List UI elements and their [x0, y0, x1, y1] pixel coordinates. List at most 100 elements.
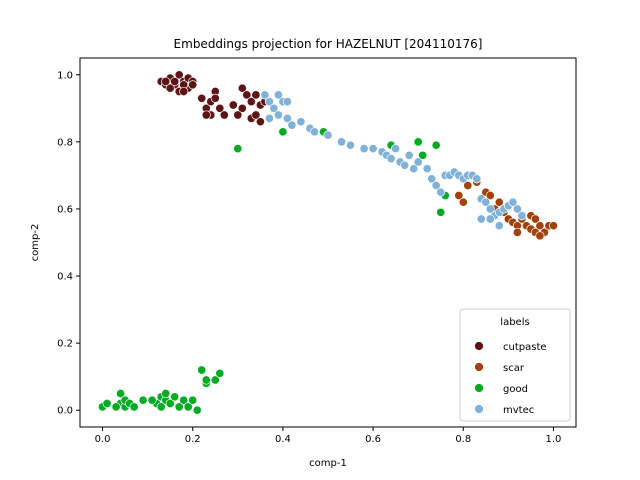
point-scar	[512, 227, 522, 237]
point-good	[102, 398, 112, 409]
point-scar	[535, 231, 545, 241]
legend-title: labels	[500, 317, 529, 328]
point-mvtec	[485, 204, 495, 214]
point-mvtec	[287, 120, 297, 130]
point-mvtec	[485, 214, 495, 224]
legend-marker-mvtec	[474, 404, 484, 414]
y-tick-label: 1.0	[57, 70, 73, 81]
point-mvtec	[413, 157, 423, 167]
point-mvtec	[273, 110, 283, 120]
y-tick-label: 0.4	[57, 272, 73, 283]
point-cutpaste	[233, 110, 243, 120]
point-good	[174, 402, 184, 412]
point-mvtec	[409, 164, 419, 174]
point-cutpaste	[255, 117, 265, 127]
x-tick-label: 1.0	[546, 434, 562, 445]
point-mvtec	[282, 113, 292, 123]
point-good	[183, 402, 193, 412]
point-cutpaste	[179, 86, 189, 97]
x-axis-label: comp-1	[309, 458, 347, 469]
point-good	[138, 395, 148, 405]
legend-label-mvtec: mvtec	[503, 405, 534, 416]
point-mvtec	[436, 187, 446, 197]
point-mvtec	[386, 154, 396, 164]
legend-label-good: good	[503, 384, 528, 395]
point-good	[111, 402, 121, 412]
point-cutpaste	[197, 93, 207, 103]
point-mvtec	[472, 174, 482, 184]
point-mvtec	[494, 221, 504, 231]
point-mvtec	[431, 180, 441, 191]
data-points	[97, 70, 559, 415]
point-cutpaste	[174, 70, 184, 80]
point-mvtec	[481, 197, 491, 207]
point-good	[210, 375, 220, 385]
x-tick-label: 0.4	[275, 434, 291, 445]
point-mvtec	[264, 113, 274, 123]
point-good	[215, 368, 225, 378]
point-mvtec	[404, 150, 414, 160]
point-good	[418, 150, 428, 160]
point-mvtec	[336, 137, 347, 147]
y-tick-label: 0.6	[57, 204, 73, 215]
point-scar	[494, 197, 504, 207]
point-scar	[548, 221, 559, 231]
point-good	[431, 140, 441, 150]
x-tick-label: 0.8	[455, 434, 471, 445]
y-axis-label: comp-2	[30, 224, 41, 262]
point-mvtec	[359, 144, 369, 154]
point-mvtec	[345, 140, 356, 150]
point-good	[201, 375, 211, 385]
point-mvtec	[422, 164, 432, 174]
point-good	[278, 127, 288, 137]
x-tick-label: 0.6	[365, 434, 381, 445]
point-scar	[458, 197, 468, 207]
point-cutpaste	[237, 103, 247, 113]
point-cutpaste	[237, 83, 247, 93]
point-mvtec	[400, 160, 410, 170]
point-mvtec	[517, 211, 527, 221]
point-good	[116, 388, 126, 399]
point-cutpaste	[170, 76, 180, 87]
point-mvtec	[273, 90, 283, 100]
point-mvtec	[476, 214, 486, 224]
y-tick-label: 0.8	[57, 137, 73, 148]
point-good	[147, 395, 157, 405]
legend-marker-good	[474, 383, 484, 393]
point-mvtec	[269, 103, 279, 113]
point-cutpaste	[219, 110, 229, 120]
point-mvtec	[368, 144, 378, 154]
point-good	[436, 207, 446, 217]
point-scar	[535, 221, 545, 231]
point-mvtec	[391, 144, 401, 154]
point-scar	[530, 214, 540, 224]
x-tick-label: 0.0	[95, 434, 111, 445]
x-tick-label: 0.2	[185, 434, 201, 445]
legend-label-cutpaste: cutpaste	[503, 342, 547, 353]
point-mvtec	[323, 130, 333, 140]
point-scar	[454, 190, 464, 201]
point-good	[179, 395, 189, 405]
point-mvtec	[508, 197, 518, 207]
point-good	[161, 388, 171, 399]
point-cutpaste	[188, 80, 198, 90]
point-cutpaste	[251, 110, 261, 120]
legend: labels cutpaste scar good mvtec	[459, 308, 571, 422]
point-scar	[485, 190, 495, 201]
point-mvtec	[512, 204, 522, 214]
point-good	[129, 402, 139, 412]
point-good	[156, 402, 166, 412]
point-good	[233, 144, 243, 154]
legend-box	[459, 308, 571, 422]
point-cutpaste	[228, 100, 238, 110]
y-tick-label: 0.0	[57, 406, 73, 417]
point-good	[165, 398, 175, 409]
point-good	[188, 395, 198, 405]
legend-marker-scar	[474, 362, 484, 372]
y-axis-ticks: 0.0 0.2 0.4 0.6 0.8 1.0	[57, 70, 80, 417]
point-cutpaste	[161, 76, 171, 87]
plot-frame	[79, 57, 577, 428]
legend-marker-cutpaste	[474, 341, 484, 351]
point-mvtec	[260, 90, 270, 100]
